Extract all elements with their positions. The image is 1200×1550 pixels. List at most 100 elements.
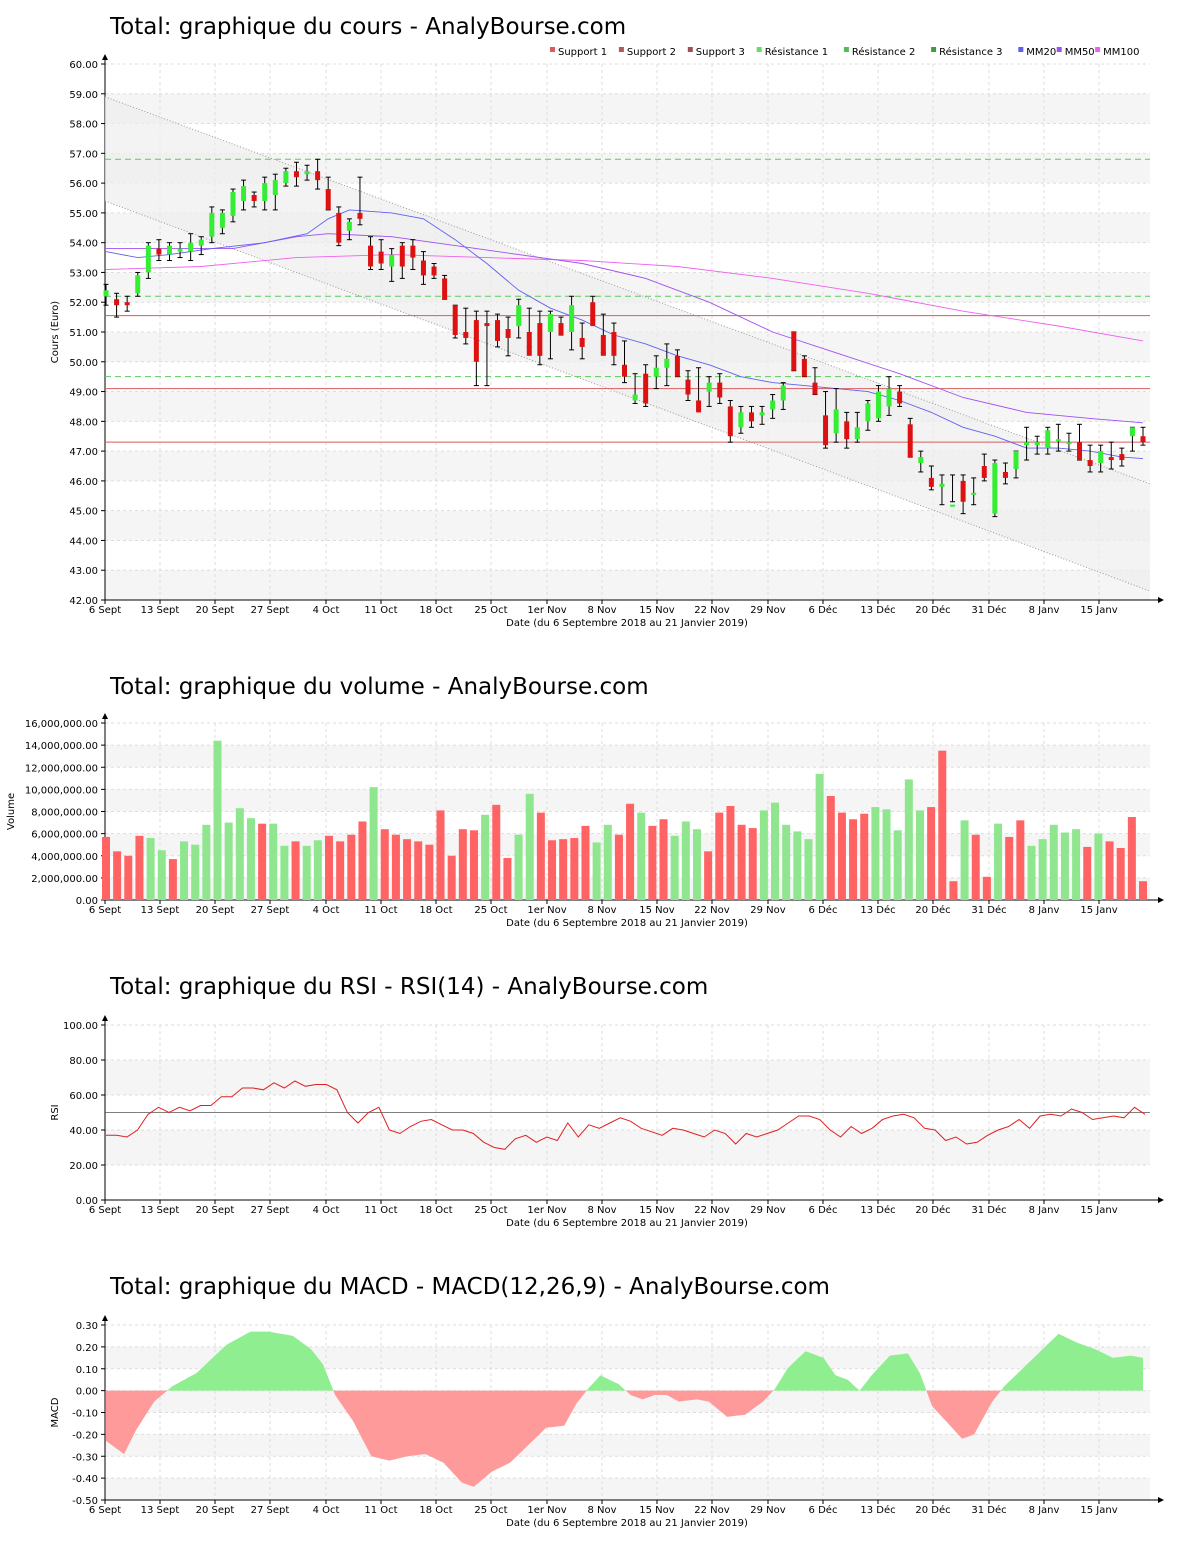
- x-tick-label: 15 Nov: [639, 605, 675, 616]
- volume-bar: [168, 859, 177, 900]
- volume-bar: [670, 835, 679, 900]
- volume-bar: [1060, 832, 1069, 900]
- x-axis-title: Date (du 6 Septembre 2018 au 21 Janvier …: [506, 918, 748, 929]
- y-tick-label: -0.10: [72, 1409, 98, 1420]
- rsi-line: [106, 1080, 1146, 1150]
- y-axis-title: Volume: [6, 793, 17, 830]
- volume-bar: [759, 810, 768, 900]
- x-axis-title: Date (du 6 Septembre 2018 au 21 Janvier …: [506, 1518, 748, 1529]
- y-tick-label: 0.20: [76, 1343, 98, 1354]
- candle-body: [177, 248, 183, 252]
- x-tick-label: 6 Sept: [89, 1505, 121, 1516]
- candle-body: [272, 180, 278, 196]
- y-tick-label: 40.00: [69, 1126, 98, 1137]
- volume-bar: [882, 809, 891, 900]
- x-tick-label: 13 Déc: [860, 1204, 895, 1216]
- y-tick-label: 60.00: [69, 60, 98, 71]
- volume-bar: [737, 824, 746, 900]
- volume-bar: [258, 823, 267, 900]
- candle-body: [1108, 457, 1114, 461]
- candle-body: [315, 171, 321, 181]
- y-tick-label: 54.00: [69, 239, 98, 250]
- candle-body: [706, 382, 712, 392]
- volume-bar: [1027, 845, 1036, 900]
- x-tick-label: 22 Nov: [694, 1205, 730, 1216]
- candle-body: [928, 477, 934, 487]
- candle-body: [495, 320, 501, 341]
- x-tick-label: 29 Nov: [750, 1505, 786, 1516]
- volume-bar: [581, 825, 590, 900]
- x-axis-arrow: [1158, 1197, 1164, 1203]
- volume-bar: [592, 842, 601, 900]
- x-axis-arrow: [1158, 897, 1164, 903]
- candle-body: [251, 195, 257, 201]
- legend-swatch: [618, 47, 624, 52]
- volume-bar: [347, 834, 356, 900]
- y-tick-label: 0.10: [76, 1365, 98, 1376]
- grid-band: [105, 1130, 1150, 1165]
- grid-band: [105, 1060, 1150, 1095]
- y-tick-label: 52.00: [69, 298, 98, 309]
- grid-band: [105, 1478, 1150, 1500]
- y-tick-label: 49.00: [69, 388, 98, 399]
- y-tick-label: 16,000,000.00: [25, 719, 98, 730]
- y-tick-label: 0.00: [76, 1196, 98, 1207]
- candle-body: [971, 492, 977, 495]
- legend-swatch: [1095, 47, 1101, 52]
- volume-bar: [213, 740, 222, 900]
- x-tick-label: 6 Sept: [89, 1205, 121, 1216]
- x-tick-label: 11 Oct: [364, 905, 397, 916]
- candle-body: [1066, 442, 1072, 445]
- x-tick-label: 6 Déc: [809, 904, 838, 916]
- volume-bar: [860, 813, 869, 900]
- candle-body: [325, 189, 331, 210]
- x-tick-label: 11 Oct: [364, 1205, 397, 1216]
- legend-label: Résistance 2: [852, 46, 915, 58]
- volume-bar: [748, 828, 757, 900]
- y-tick-label: 100.00: [63, 1021, 98, 1032]
- candle-body: [886, 388, 892, 407]
- x-tick-label: 11 Oct: [364, 605, 397, 616]
- x-tick-label: 29 Nov: [750, 905, 786, 916]
- macd-positive-area: [586, 1375, 626, 1391]
- x-tick-label: 15 Nov: [639, 1505, 675, 1516]
- x-tick-label: 4 Oct: [313, 1505, 340, 1516]
- candle-body: [346, 221, 352, 231]
- candle-body: [823, 415, 829, 446]
- x-tick-label: 11 Oct: [364, 1505, 397, 1516]
- candle-body: [230, 192, 236, 216]
- x-axis-arrow: [1158, 597, 1164, 603]
- panel-macd: Total: graphique du MACD - MACD(12,26,9)…: [50, 1274, 1164, 1529]
- candle-body: [685, 379, 691, 395]
- macd-positive-area: [773, 1351, 927, 1391]
- legend-item: Support 2: [618, 47, 676, 58]
- y-tick-label: 14,000,000.00: [25, 741, 98, 752]
- candle-body: [600, 334, 606, 356]
- x-tick-label: 13 Sept: [141, 605, 180, 616]
- volume-bar: [681, 821, 690, 900]
- x-tick-label: 20 Déc: [915, 604, 950, 616]
- volume-bar: [1083, 846, 1092, 900]
- candle-body: [632, 394, 638, 401]
- volume-bar: [458, 829, 467, 900]
- candle-body: [1055, 439, 1061, 442]
- x-tick-label: 8 Nov: [587, 1505, 616, 1516]
- mm100-line: [105, 254, 1144, 342]
- volume-bar: [302, 845, 311, 900]
- x-tick-label: 8 Nov: [587, 905, 616, 916]
- macd-negative-area: [926, 1390, 1001, 1439]
- candle-body: [368, 245, 374, 267]
- macd-positive-area: [167, 1331, 334, 1391]
- volume-bar: [280, 845, 289, 900]
- candle-body: [505, 329, 511, 338]
- x-tick-label: 15 Janv: [1080, 1205, 1117, 1216]
- volume-bar: [113, 851, 122, 900]
- candle-body: [399, 245, 405, 267]
- y-axis-title: MACD: [50, 1397, 61, 1427]
- volume-bar: [325, 835, 334, 900]
- volume-bar: [425, 844, 434, 900]
- candle-body: [1045, 430, 1051, 449]
- candle-body: [452, 305, 458, 335]
- volume-bar: [1049, 824, 1058, 900]
- candle-body: [897, 391, 903, 404]
